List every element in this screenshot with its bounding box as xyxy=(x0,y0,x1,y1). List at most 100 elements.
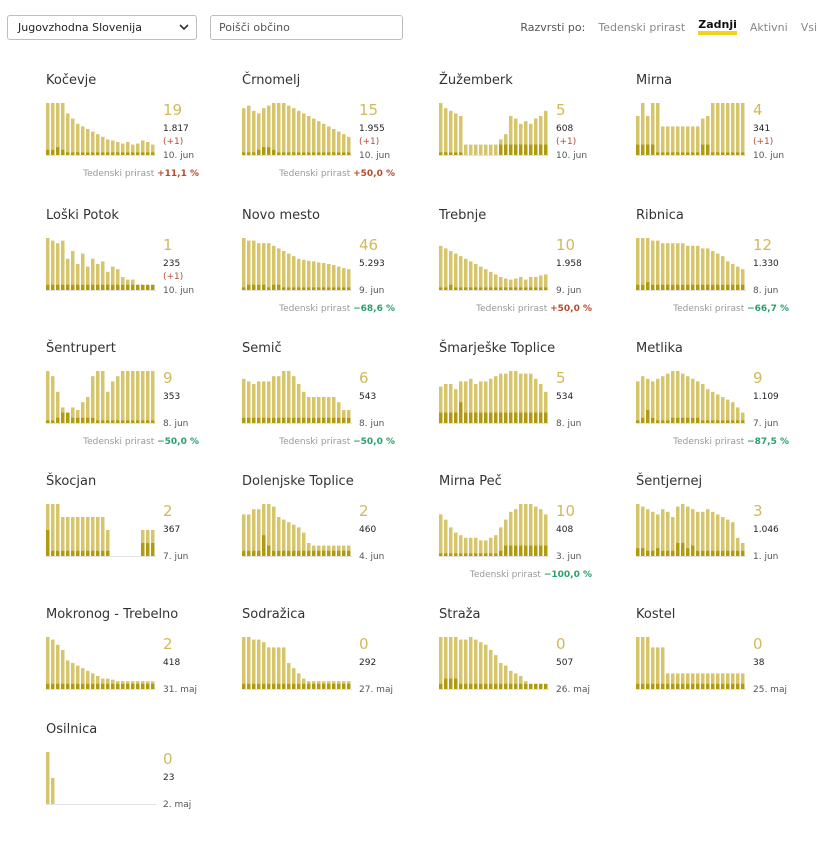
new-cases-bar xyxy=(539,144,543,155)
new-cases-bar xyxy=(91,550,95,556)
municipality-card[interactable]: Šentjernej 3 1.046 1. jun xyxy=(636,474,816,594)
new-cases-bar xyxy=(706,144,710,155)
active-cases-bar xyxy=(262,243,266,290)
municipality-card[interactable]: Sodražica 0 292 27. maj xyxy=(242,607,422,727)
municipality-card[interactable]: Mirna 4 341 (+1) 10. jun xyxy=(636,73,816,193)
new-cases-bar xyxy=(646,550,650,556)
new-cases-bar xyxy=(716,550,720,556)
weekly-growth-label: Tedenski prirast xyxy=(476,304,551,314)
municipality-card[interactable]: Žužemberk 5 608 (+1) 10. jun xyxy=(439,73,619,193)
active-cases-bar xyxy=(81,402,85,423)
active-cases-bar xyxy=(287,253,291,290)
new-cases-bar xyxy=(504,412,508,423)
municipality-card[interactable]: Mirna Peč 10 408 3. jun Tedenski prirast −10… xyxy=(439,474,619,594)
active-cases-bar xyxy=(736,407,740,423)
municipality-card[interactable]: Trebnje 10 1.958 9. jun Tedenski prirast +50… xyxy=(439,208,619,328)
municipality-card[interactable]: Semič 6 543 8. jun Tedenski prirast −50,0 % xyxy=(242,341,422,461)
municipality-card[interactable]: Ribnica 12 1.330 8. jun Tedenski prirast −66… xyxy=(636,208,816,328)
municipality-card[interactable]: Šentrupert 9 353 8. jun Tedenski prirast −50… xyxy=(46,341,226,461)
new-cases-bar xyxy=(247,550,251,556)
new-cases-bar xyxy=(666,683,670,689)
new-cases-bar xyxy=(111,152,115,155)
municipality-card[interactable]: Novo mesto 46 5.293 9. jun Tedenski prirast … xyxy=(242,208,422,328)
case-bar-chart xyxy=(439,245,549,291)
municipality-card[interactable]: Osilnica 0 23 2. maj xyxy=(46,722,226,842)
sort-option-latest[interactable]: Zadnji xyxy=(698,19,737,35)
new-cases-bar xyxy=(524,545,528,556)
active-cases-count: 10 xyxy=(556,236,576,254)
new-cases-bar xyxy=(641,144,645,155)
municipality-card[interactable]: Metlika 9 1.109 7. jun Tedenski prirast −87,… xyxy=(636,341,816,461)
sort-option-all[interactable]: Vsi xyxy=(800,20,817,34)
municipality-card[interactable]: Mokronog - Trebelno 2 418 31. maj xyxy=(46,607,226,727)
municipality-name: Loški Potok xyxy=(46,208,119,223)
municipality-card[interactable]: Šmarješke Toplice 5 534 8. jun xyxy=(439,341,619,461)
municipality-card[interactable]: Straža 0 507 26. maj xyxy=(439,607,619,727)
municipality-card[interactable]: Škocjan 2 367 7. jun xyxy=(46,474,226,594)
active-cases-bar xyxy=(671,371,675,423)
new-cases-bar xyxy=(332,550,336,556)
municipality-card[interactable]: Loški Potok 1 235 (+1) 10. jun xyxy=(46,208,226,328)
sort-option-weekly-growth[interactable]: Tedenski prirast xyxy=(598,20,686,34)
active-cases-bar xyxy=(661,376,665,423)
new-cases-bar xyxy=(514,412,518,423)
active-cases-bar xyxy=(242,378,246,423)
new-cases-bar xyxy=(136,284,140,290)
municipality-card[interactable]: Kočevje 19 1.817 (+1) 10. jun Tedenski priras… xyxy=(46,73,226,193)
new-cases-bar xyxy=(302,417,306,423)
new-cases-bar xyxy=(636,144,640,155)
new-cases-bar xyxy=(721,550,725,556)
sort-option-active[interactable]: Aktivni xyxy=(749,20,788,34)
active-cases-bar xyxy=(287,663,291,689)
last-update-date: 8. jun xyxy=(556,419,582,429)
active-cases-bar xyxy=(292,108,296,155)
new-cases-bar xyxy=(332,287,336,290)
new-cases-bar xyxy=(151,543,155,556)
new-cases-bar xyxy=(101,550,105,556)
active-cases-bar xyxy=(524,504,528,556)
new-cases-bar xyxy=(86,152,90,155)
new-cases-bar xyxy=(86,550,90,556)
new-cases-bar xyxy=(499,144,503,155)
active-cases-bar xyxy=(141,140,145,155)
active-cases-bar xyxy=(439,386,443,423)
municipality-card[interactable]: Črnomelj 15 1.955 (+1) 10. jun Tedenski prira… xyxy=(242,73,422,193)
active-cases-bar xyxy=(474,537,478,556)
new-cases-bar xyxy=(66,412,70,423)
total-cases: 1.330 xyxy=(753,259,779,269)
new-cases-bar xyxy=(297,417,301,423)
active-cases-bar xyxy=(287,105,291,155)
new-cases-bar xyxy=(539,287,543,290)
active-cases-bar xyxy=(317,545,321,556)
active-cases-bar xyxy=(272,506,276,556)
active-cases-bar xyxy=(81,668,85,689)
new-cases-bar xyxy=(459,152,463,155)
active-cases-bar xyxy=(126,371,130,423)
active-cases-bar xyxy=(641,637,645,689)
active-cases-bar xyxy=(131,371,135,423)
active-cases-bar xyxy=(66,113,70,155)
new-cases-bar xyxy=(96,550,100,556)
active-cases-bar xyxy=(696,673,700,689)
active-cases-bar xyxy=(484,269,488,290)
active-cases-bar xyxy=(257,113,261,155)
new-cases-bar xyxy=(292,152,296,155)
new-cases-bar xyxy=(439,152,443,155)
municipality-card[interactable]: Dolenjske Toplice 2 460 4. jun xyxy=(242,474,422,594)
active-cases-bar xyxy=(327,397,331,423)
active-cases-count: 1 xyxy=(163,236,173,254)
municipality-card[interactable]: Kostel 0 38 25. maj xyxy=(636,607,816,727)
active-cases-bar xyxy=(529,123,533,155)
active-cases-bar xyxy=(706,248,710,290)
active-cases-bar xyxy=(741,673,745,689)
active-cases-bar xyxy=(347,269,351,290)
active-cases-bar xyxy=(646,238,650,290)
search-input[interactable] xyxy=(210,15,403,40)
active-cases-bar xyxy=(686,245,690,290)
active-cases-bar xyxy=(691,509,695,556)
active-cases-bar xyxy=(706,673,710,689)
active-cases-bar xyxy=(86,129,90,155)
region-select[interactable]: Jugovzhodna Slovenija xyxy=(7,15,197,40)
weekly-growth-label: Tedenski prirast xyxy=(673,304,748,314)
new-cases-bar xyxy=(302,550,306,556)
